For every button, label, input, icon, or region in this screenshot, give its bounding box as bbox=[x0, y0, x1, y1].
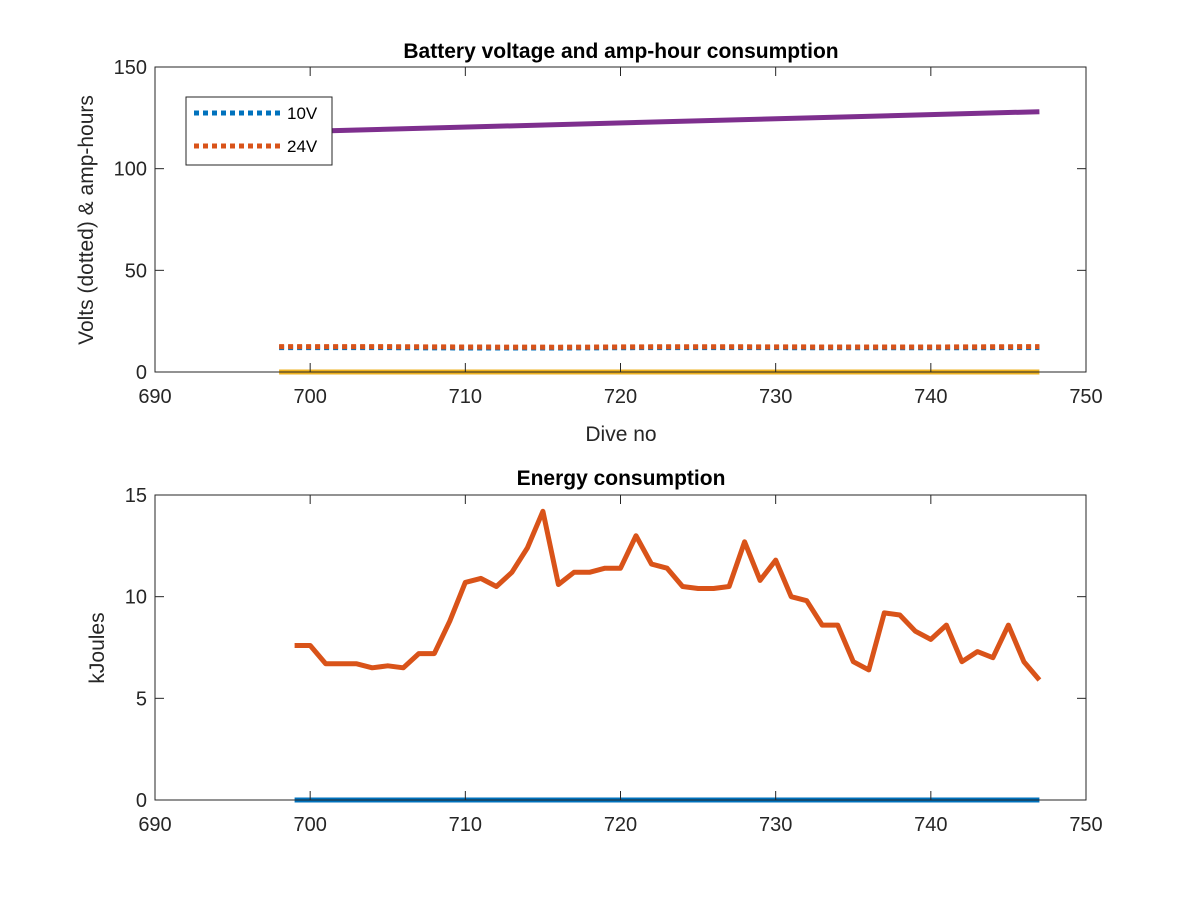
y-axis-label: Volts (dotted) & amp-hours bbox=[75, 95, 98, 345]
x-tick-label: 710 bbox=[449, 386, 482, 408]
y-tick-label: 10 bbox=[125, 587, 147, 609]
ticks-layer: 690 700 710 720 730 740 750 0 5 10 15 bbox=[125, 485, 1103, 836]
x-tick-label: 690 bbox=[138, 386, 171, 408]
x-tick-label: 710 bbox=[449, 814, 482, 836]
x-tick-label: 720 bbox=[604, 386, 637, 408]
battery-voltage-axes: Battery voltage and amp-hour consumption… bbox=[75, 40, 1103, 446]
axes-box bbox=[154, 66, 1087, 373]
y-axis-label: kJoules bbox=[86, 612, 109, 683]
x-tick-label: 730 bbox=[759, 386, 792, 408]
chart-title: Battery voltage and amp-hour consumption bbox=[403, 40, 838, 63]
legend-label-24v: 24V bbox=[287, 137, 318, 156]
x-tick-label: 740 bbox=[914, 386, 947, 408]
series-line-24v bbox=[279, 344, 1040, 350]
y-tick-label: 5 bbox=[136, 688, 147, 710]
y-tick-label: 50 bbox=[125, 260, 147, 282]
y-tick-label: 150 bbox=[114, 57, 147, 79]
x-tick-label: 690 bbox=[138, 814, 171, 836]
legend-box bbox=[185, 96, 333, 166]
chart-title: Energy consumption bbox=[517, 467, 726, 490]
x-tick-label: 730 bbox=[759, 814, 792, 836]
x-axis-label: Dive no bbox=[585, 423, 656, 446]
y-tick-label: 0 bbox=[136, 790, 147, 812]
series-line-3 bbox=[279, 109, 1040, 135]
x-tick-label: 750 bbox=[1069, 386, 1102, 408]
x-tick-label: 750 bbox=[1069, 814, 1102, 836]
legend: 10V 24V bbox=[185, 96, 333, 166]
axes-box bbox=[154, 494, 1087, 801]
x-tick-label: 700 bbox=[293, 814, 326, 836]
legend-label-10v: 10V bbox=[287, 104, 318, 123]
y-tick-label: 0 bbox=[136, 362, 147, 384]
x-tick-label: 720 bbox=[604, 814, 637, 836]
y-tick-label: 100 bbox=[114, 159, 147, 181]
energy-consumption-axes: Energy consumption kJoules 690 700 710 720 7… bbox=[86, 467, 1103, 836]
y-tick-label: 15 bbox=[125, 485, 147, 507]
x-tick-label: 740 bbox=[914, 814, 947, 836]
ticks-layer: 690 700 710 720 730 740 750 0 50 100 150 bbox=[114, 57, 1103, 408]
x-tick-label: 700 bbox=[293, 386, 326, 408]
series-line-0 bbox=[294, 508, 1042, 682]
